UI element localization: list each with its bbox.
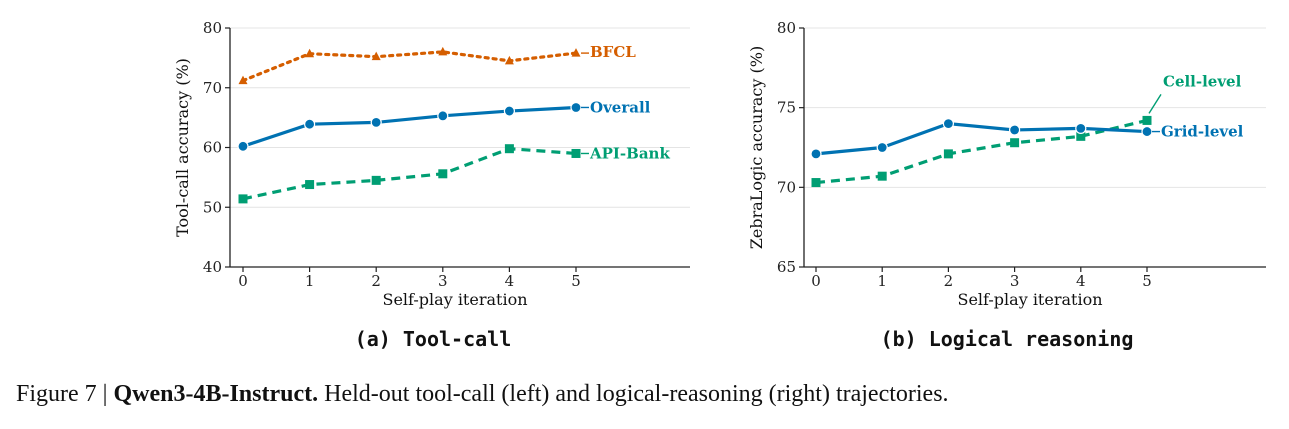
data-point-overall xyxy=(437,110,449,122)
x-tick-label: 4 xyxy=(1076,272,1086,290)
data-point-api-bank xyxy=(371,175,381,185)
x-tick-label: 5 xyxy=(571,272,581,290)
chart-tool-call: 40 50 60 70 80 0 1 2 3 4 5 Self-play iteration Tool-… xyxy=(173,19,690,351)
y-tick-label: 40 xyxy=(203,258,222,276)
y-tick-label: 70 xyxy=(777,178,796,196)
data-point-cell-level xyxy=(1010,138,1020,148)
y-tick-label: 80 xyxy=(203,19,222,37)
series-line-cell-level xyxy=(815,118,1148,185)
x-tick-label: 2 xyxy=(944,272,954,290)
data-point-api-bank xyxy=(571,148,581,158)
y-tick-label: 60 xyxy=(203,139,222,157)
data-point-api-bank xyxy=(438,169,448,179)
y-tick-label: 80 xyxy=(777,19,796,37)
y-axis-label: ZebraLogic accuracy (%) xyxy=(747,46,766,249)
x-tick-label: 3 xyxy=(1010,272,1020,290)
data-point-grid-level xyxy=(1008,124,1021,136)
series-label-bfcl: BFCL xyxy=(590,43,636,61)
series-label-grid-level: Grid-level xyxy=(1161,123,1244,141)
y-tick-label: 75 xyxy=(777,99,796,117)
data-point-bfcl xyxy=(438,46,448,56)
data-point-cell-level xyxy=(811,178,821,188)
series-label-cell-level: Cell-level xyxy=(1163,72,1242,90)
series-line-overall xyxy=(241,105,578,148)
data-point-overall xyxy=(304,118,316,130)
series-line-bfcl xyxy=(241,50,578,83)
series-label-overall: Overall xyxy=(590,98,651,116)
x-axis-label: Self-play iteration xyxy=(382,290,527,309)
data-point-overall xyxy=(370,116,382,129)
data-point-cell-level xyxy=(943,149,953,159)
data-point-api-bank xyxy=(238,194,248,204)
series-label-leader xyxy=(1148,94,1162,114)
data-point-grid-level xyxy=(876,141,888,154)
y-tick-label: 70 xyxy=(203,79,222,97)
data-point-cell-level xyxy=(1076,131,1086,141)
caption-prefix: Figure 7 | xyxy=(16,381,114,407)
data-point-grid-level xyxy=(1075,122,1087,134)
x-tick-label: 2 xyxy=(371,272,381,290)
data-point-grid-level xyxy=(942,117,955,130)
series-line-api-bank xyxy=(242,147,577,201)
data-point-bfcl xyxy=(504,55,514,65)
chart-logical-reasoning: 65 70 75 80 0 1 2 3 4 5 Self-play iteration ZebraLo… xyxy=(747,19,1266,351)
data-point-api-bank xyxy=(305,180,315,190)
caption-bold: Qwen3-4B-Instruct. xyxy=(113,381,319,407)
data-point-grid-level xyxy=(810,148,822,160)
subfigure-caption: (a) Tool-call xyxy=(355,327,512,351)
x-tick-label: 0 xyxy=(811,272,821,290)
data-point-bfcl xyxy=(571,48,581,57)
series-line-grid-level xyxy=(814,121,1149,156)
y-tick-label: 65 xyxy=(777,258,796,276)
data-point-bfcl xyxy=(371,51,381,61)
data-point-bfcl xyxy=(305,48,315,58)
y-tick-label: 50 xyxy=(203,198,222,216)
subfigure-caption: (b) Logical reasoning xyxy=(881,327,1134,351)
data-point-overall xyxy=(503,105,515,117)
series-label-api-bank: API-Bank xyxy=(589,144,670,162)
x-tick-label: 1 xyxy=(877,272,887,290)
data-point-cell-level xyxy=(877,171,887,181)
data-point-bfcl xyxy=(238,75,248,85)
x-tick-label: 4 xyxy=(505,272,515,290)
y-axis-label: Tool-call accuracy (%) xyxy=(173,58,192,237)
figure-caption: Figure 7 | Qwen3-4B-Instruct. Held-out t… xyxy=(16,381,1276,408)
x-tick-label: 0 xyxy=(238,272,248,290)
x-tick-label: 3 xyxy=(438,272,448,290)
caption-rest: Held-out tool-call (left) and logical-re… xyxy=(318,381,949,407)
x-tick-label: 5 xyxy=(1142,272,1152,290)
x-tick-label: 1 xyxy=(305,272,315,290)
data-point-overall xyxy=(237,140,249,152)
data-point-api-bank xyxy=(504,144,514,154)
data-point-cell-level xyxy=(1142,115,1152,125)
data-point-overall xyxy=(570,101,582,114)
x-axis-label: Self-play iteration xyxy=(957,290,1102,309)
data-point-grid-level xyxy=(1141,125,1153,138)
